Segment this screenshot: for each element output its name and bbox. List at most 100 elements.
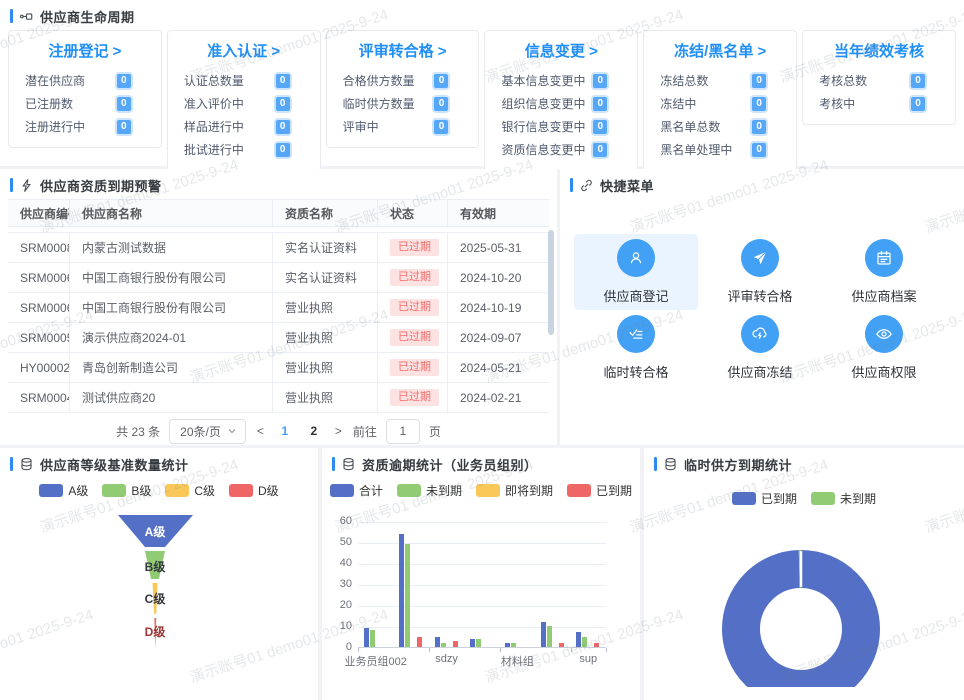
quick-item-supplier-freeze[interactable]: 供应商冻结	[698, 310, 822, 386]
stat-badge: 0	[750, 117, 769, 136]
stat-label: 准入评价中	[183, 97, 244, 111]
calendar-icon	[865, 239, 903, 277]
quick-menu-panel: 快捷菜单 供应商登记 评审转合格 供应商档案 临时转合格	[560, 169, 964, 445]
stat-label: 资质信息变更中	[501, 143, 586, 157]
col-header-status: 状态	[378, 200, 448, 226]
legend-item[interactable]: 未到期	[396, 482, 462, 499]
funnel-legend: A级 B级 C级 D级	[0, 482, 318, 499]
table-row: SRM00042 测试供应商20 营业执照 已过期 2024-02-21	[8, 383, 549, 413]
quick-item-temp-to-qualified[interactable]: 临时转合格	[574, 310, 698, 386]
quick-item-supplier-register[interactable]: 供应商登记	[574, 234, 698, 310]
legend-item[interactable]: 已到期	[731, 490, 797, 507]
cell-code: HY00002	[8, 353, 70, 382]
donut-legend: 已到期 未到期	[644, 490, 964, 507]
next-page-button[interactable]: >	[334, 424, 342, 438]
warning-title: 供应商资质到期预警	[40, 178, 162, 194]
page-unit-label: 页	[428, 424, 441, 439]
quick-menu-grid: 供应商登记 评审转合格 供应商档案 临时转合格 供应商冻结	[574, 234, 964, 386]
legend-item[interactable]: B级	[102, 482, 151, 499]
kpi-card-certification-link[interactable]: 准入认证 >	[207, 43, 281, 60]
x-axis-tick	[358, 648, 359, 652]
funnel-label-b: B级	[145, 559, 166, 574]
cell-expiry: 2024-10-20	[460, 270, 522, 285]
gridline	[358, 564, 606, 565]
x-axis-line	[358, 647, 606, 648]
bar	[540, 621, 546, 647]
cell-code: SRM00042	[8, 383, 70, 412]
cell-code: SRM00064	[8, 293, 70, 322]
cell-name: 演示供应商2024-01	[70, 323, 273, 352]
quick-item-supplier-permission[interactable]: 供应商权限	[822, 310, 946, 386]
donut-header: 临时供方到期统计	[644, 448, 964, 478]
legend-item[interactable]: C级	[165, 482, 215, 499]
cell-cert: 营业执照	[273, 353, 378, 382]
section-accent-bar	[332, 457, 335, 471]
stat-badge: 0	[273, 117, 292, 136]
kpi-card-freeze-blacklist-link[interactable]: 冻结/黑名单 >	[674, 43, 767, 60]
quick-item-review-qualified[interactable]: 评审转合格	[698, 234, 822, 310]
bar	[434, 636, 440, 647]
table-row: HY00002 青岛创新制造公司 营业执照 已过期 2024-05-21	[8, 353, 549, 383]
qualification-warning-panel: 供应商资质到期预警 供应商编码 供应商名称 资质名称 状态 有效期 SRM000…	[0, 169, 557, 445]
y-axis-label: 40	[339, 557, 352, 569]
stat-badge: 0	[273, 94, 292, 113]
cell-expiry: 2024-05-21	[460, 360, 522, 375]
stat-badge: 0	[750, 71, 769, 90]
x-axis-label: sup	[579, 653, 598, 665]
funnel-chart: A级 B级 C级 D级	[118, 515, 193, 649]
y-axis-label: 10	[339, 620, 352, 632]
section-accent-bar	[10, 178, 13, 192]
legend-item[interactable]: A级	[39, 482, 88, 499]
stat-badge: 0	[591, 140, 610, 159]
x-axis-tick	[428, 648, 430, 652]
status-badge: 已过期	[390, 298, 439, 317]
flash-warning-icon	[19, 178, 34, 193]
quick-menu-header: 快捷菜单	[560, 169, 964, 199]
goto-page-input[interactable]	[385, 418, 420, 444]
y-axis-label: 0	[345, 641, 352, 653]
table-scrollbar[interactable]	[548, 230, 554, 335]
stat-label: 考核中	[819, 97, 856, 111]
page-size-select[interactable]: 20条/页	[169, 418, 246, 444]
cell-name: 中国工商银行股份有限公司	[70, 263, 273, 292]
prev-page-button[interactable]: <	[256, 424, 264, 438]
stat-label: 组织信息变更中	[501, 97, 586, 111]
col-header-code: 供应商编码	[8, 200, 70, 226]
kpi-card-register-link[interactable]: 注册登记 >	[48, 43, 122, 60]
kpi-row: 注册登记 > 潜在供应商 0 已注册数 0 注册进行中 0 准入认证 > 认证总数量 0…	[0, 30, 964, 171]
kpi-card-info-change-link[interactable]: 信息变更 >	[524, 43, 598, 60]
legend-item[interactable]: D级	[229, 482, 279, 499]
x-axis-label: 材料组	[500, 656, 534, 668]
stat-badge: 0	[908, 71, 927, 90]
x-axis-tick	[499, 648, 501, 652]
legend-item[interactable]: 已到期	[567, 482, 632, 499]
kpi-card-review-qualified-link[interactable]: 评审转合格 >	[358, 43, 447, 60]
legend-item[interactable]: 合计	[329, 482, 383, 499]
status-badge: 已过期	[390, 388, 439, 407]
cell-cert: 营业执照	[273, 293, 378, 322]
bar	[594, 642, 600, 647]
bar	[369, 630, 375, 647]
x-axis-tick	[570, 648, 572, 652]
stat-label: 注册进行中	[25, 120, 86, 134]
cell-code: SRM00064	[8, 263, 70, 292]
page-number-1[interactable]: 1	[281, 424, 289, 438]
quick-item-supplier-archive[interactable]: 供应商档案	[822, 234, 946, 310]
lifecycle-panel: 供应商生命周期 注册登记 > 潜在供应商 0 已注册数 0 注册进行中 0 准入认证 …	[0, 0, 964, 171]
legend-item[interactable]: 即将到期	[476, 482, 553, 499]
total-count: 共 23 条	[116, 424, 161, 439]
lifecycle-header: 供应商生命周期	[0, 0, 964, 30]
stat-label: 冻结总数	[660, 74, 709, 88]
stat-badge: 0	[114, 71, 133, 90]
section-accent-bar	[570, 178, 573, 192]
legend-item[interactable]: 未到期	[811, 490, 876, 507]
funnel-segment-d	[154, 618, 157, 649]
stat-badge: 0	[273, 71, 292, 90]
cell-expiry: 2024-10-19	[460, 300, 522, 315]
bar	[558, 642, 564, 647]
page-number-2[interactable]: 2	[310, 424, 318, 438]
link-icon	[579, 178, 594, 193]
bar	[440, 642, 446, 647]
database-icon	[19, 457, 34, 472]
bar	[405, 544, 411, 647]
